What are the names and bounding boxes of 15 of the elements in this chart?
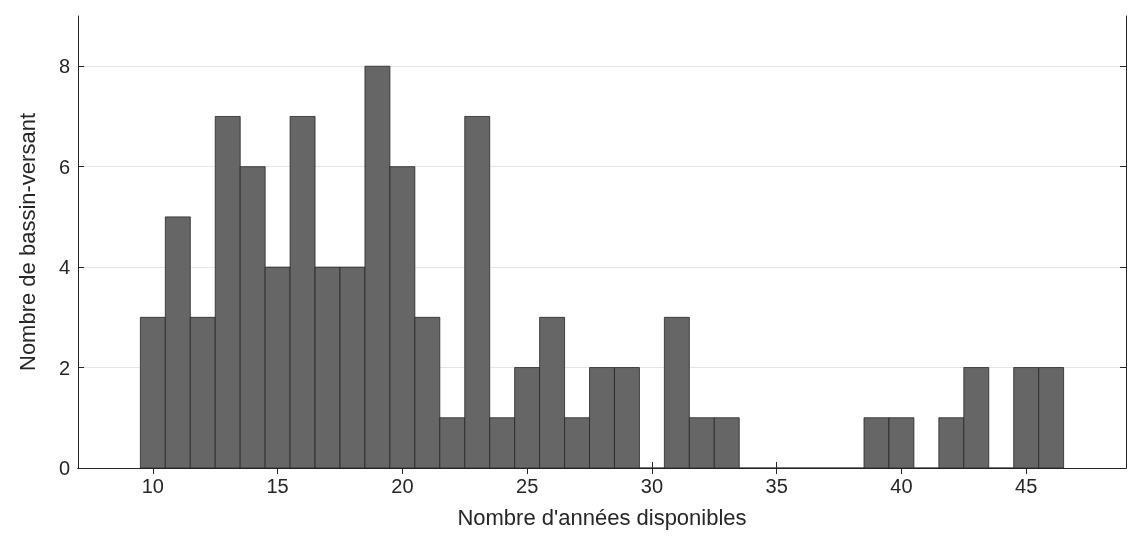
x-tick-label: 20 bbox=[391, 475, 414, 497]
y-tick-label: 6 bbox=[58, 155, 70, 178]
x-tick-label: 10 bbox=[141, 475, 164, 497]
y-tick-label: 8 bbox=[58, 55, 70, 78]
x-tick-label: 45 bbox=[1015, 475, 1038, 497]
y-tick-label: 0 bbox=[58, 457, 70, 479]
x-tick-label: 35 bbox=[765, 475, 788, 497]
x-tick-label: 15 bbox=[266, 475, 289, 497]
y-tick-label: 4 bbox=[58, 256, 70, 279]
y-tick-label: 2 bbox=[58, 356, 70, 379]
x-tick-label: 40 bbox=[890, 475, 913, 497]
y-axis-title: Nombre de bassin-versant bbox=[14, 112, 40, 372]
x-tick-label: 30 bbox=[640, 475, 664, 497]
x-axis-title: Nombre d'années disponibles bbox=[457, 504, 747, 530]
x-tick-label: 25 bbox=[516, 475, 539, 497]
